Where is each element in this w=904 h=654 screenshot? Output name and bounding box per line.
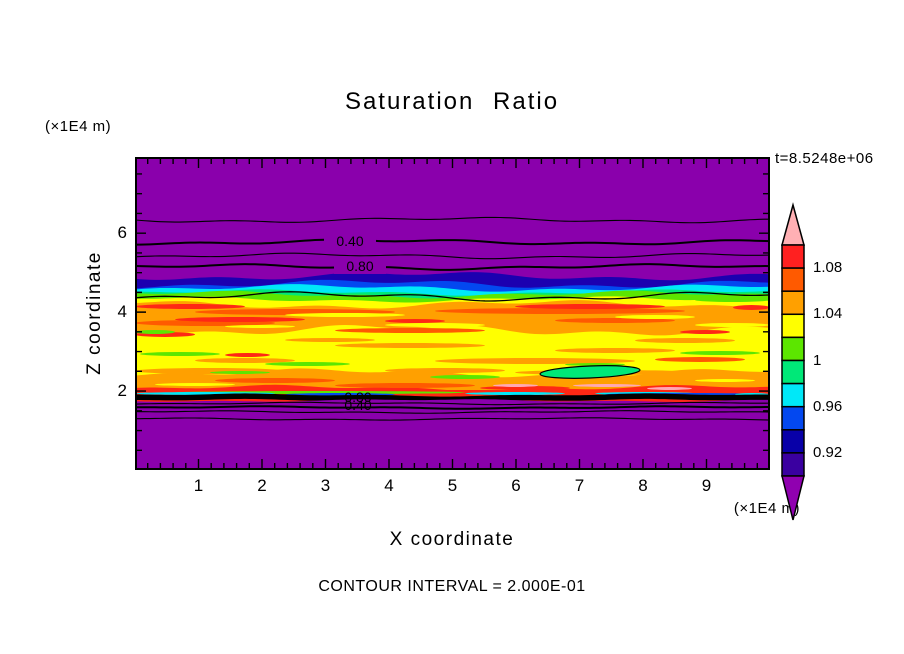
colorbar-segment xyxy=(781,429,805,454)
y-tick-label: 2 xyxy=(117,381,127,401)
chart-title: Saturation Ratio xyxy=(344,88,560,115)
x-axis-title: X coordinate xyxy=(389,529,515,550)
y-tick-label: 4 xyxy=(117,302,127,322)
colorbar-segment xyxy=(781,313,805,339)
colorbar-segment xyxy=(781,336,805,362)
saturation-ratio-contour-plot xyxy=(135,157,770,470)
x-tick-label: 2 xyxy=(257,476,267,495)
contour-interval-note: CONTOUR INTERVAL = 2.000E-01 xyxy=(318,578,586,595)
colorbar-segment xyxy=(781,290,805,316)
colorbar-segment xyxy=(781,405,805,431)
colorbar-segment xyxy=(781,244,805,269)
colorbar-tick-label: 0.92 xyxy=(813,443,843,461)
colorbar-segment xyxy=(781,359,805,385)
colorbar-segment xyxy=(781,382,805,408)
colorbar-tick-label: 0.96 xyxy=(813,397,843,415)
x-tick-label: 7 xyxy=(574,476,585,495)
colorbar-segment xyxy=(781,267,805,292)
y-tick-label: 6 xyxy=(117,223,127,243)
x-tick-label: 9 xyxy=(701,476,712,495)
colorbar-under-arrow xyxy=(781,475,805,521)
colorbar-tick-label: 1.08 xyxy=(813,259,843,277)
x-tick-label: 1 xyxy=(193,476,204,495)
x-tick-label: 6 xyxy=(511,476,521,495)
colorbar-segment xyxy=(781,452,805,477)
colorbar-tick-label: 1.04 xyxy=(813,305,843,323)
time-annotation: t=8.5248e+06 xyxy=(775,150,874,167)
x-tick-label: 8 xyxy=(638,476,648,495)
y-axis-unit-label: (×1E4 m) xyxy=(45,118,112,135)
x-tick-label: 4 xyxy=(384,476,394,495)
x-axis-unit-label: (×1E4 m) xyxy=(733,500,800,517)
colorbar-over-arrow xyxy=(781,202,805,246)
x-tick-label: 3 xyxy=(320,476,331,495)
x-tick-label: 5 xyxy=(447,476,458,495)
colorbar-tick-label: 1 xyxy=(813,351,822,369)
colorbar xyxy=(781,202,805,521)
